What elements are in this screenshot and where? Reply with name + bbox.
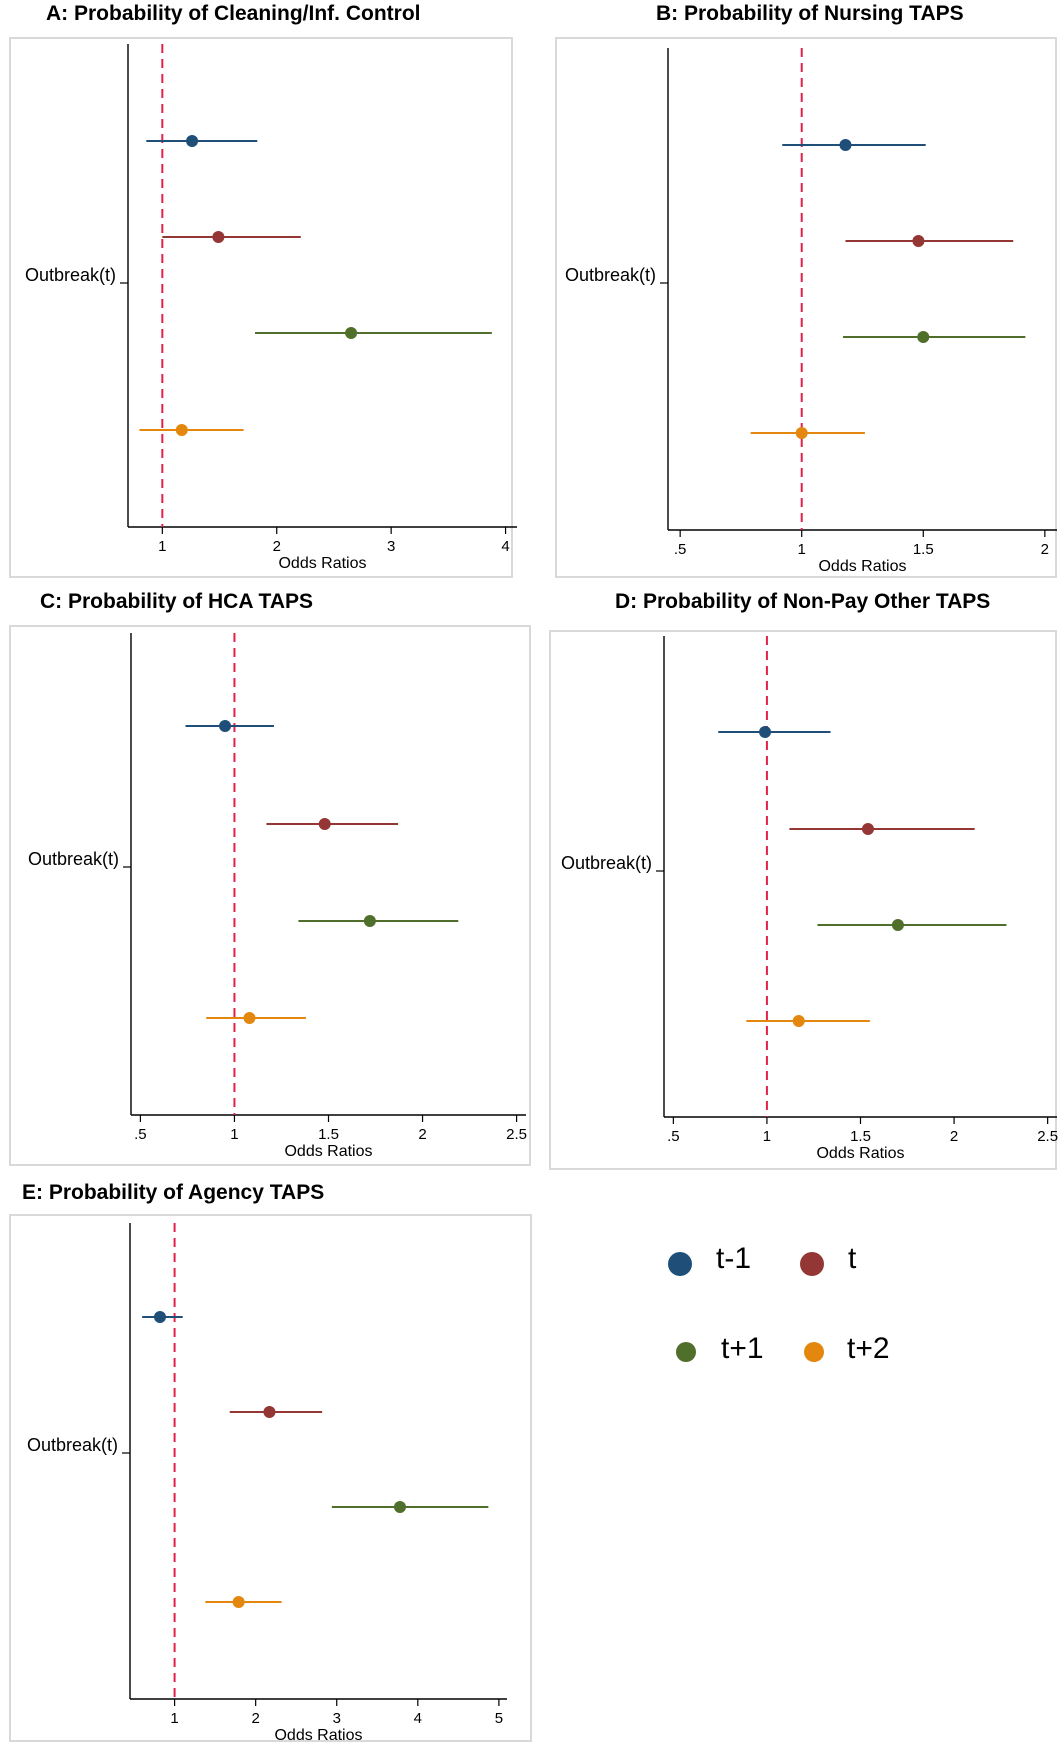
point-estimate-t bbox=[318, 818, 331, 830]
panel-c-title: C: Probability of HCA TAPS bbox=[40, 590, 313, 613]
panel-d-frame bbox=[549, 630, 1057, 1170]
panel-a-title: A: Probability of Cleaning/Inf. Control bbox=[46, 2, 421, 25]
point-estimate-t-1 bbox=[153, 1311, 166, 1323]
legend-label-t: t bbox=[848, 1242, 857, 1275]
x-tick-label: 1 bbox=[798, 541, 806, 558]
x-axis-title: Odds Ratios bbox=[284, 1143, 372, 1160]
point-estimate-t+1 bbox=[917, 331, 930, 343]
y-tick-label: Outbreak(t) bbox=[565, 265, 656, 285]
x-axis-title: Odds Ratios bbox=[274, 1727, 362, 1742]
y-tick-label: Outbreak(t) bbox=[25, 265, 116, 285]
point-estimate-t bbox=[861, 823, 874, 835]
x-tick-label: 2.5 bbox=[1037, 1128, 1058, 1145]
panel-b-plot: Outbreak(t) .5 1 1.5 2 Odds Ratios bbox=[565, 48, 1057, 575]
legend-marker-t+1 bbox=[676, 1342, 696, 1362]
point-estimate-t-1 bbox=[759, 726, 772, 738]
panel-c-plot: Outbreak(t) .5 1 1.5 2 2.5 Odds Ratios bbox=[28, 633, 527, 1160]
panel-a-frame bbox=[9, 37, 513, 578]
x-tick-label: 2 bbox=[251, 1710, 259, 1727]
panel-e-frame bbox=[9, 1214, 532, 1742]
x-tick-label: 1 bbox=[170, 1710, 178, 1727]
panel-e-title: E: Probability of Agency TAPS bbox=[22, 1181, 325, 1204]
x-tick-label: 5 bbox=[495, 1710, 503, 1727]
x-tick-label: 3 bbox=[333, 1710, 341, 1727]
legend-marker-t-1 bbox=[668, 1252, 692, 1276]
legend-label-t+1: t+1 bbox=[721, 1332, 764, 1365]
panel-a-plot: Outbreak(t) 1 2 3 4 Odds Ratios bbox=[25, 44, 517, 572]
point-estimate-t-1 bbox=[839, 139, 852, 151]
point-estimate-t bbox=[912, 235, 925, 247]
point-estimate-t+2 bbox=[175, 424, 188, 436]
point-estimate-t+2 bbox=[243, 1012, 256, 1024]
x-tick-label: .5 bbox=[674, 541, 687, 558]
x-axis-title: Odds Ratios bbox=[818, 558, 906, 575]
panel-b-title: B: Probability of Nursing TAPS bbox=[656, 2, 964, 25]
x-tick-label: .5 bbox=[134, 1126, 147, 1143]
point-estimate-t-1 bbox=[219, 720, 232, 732]
x-axis-title: Odds Ratios bbox=[278, 555, 366, 572]
x-axis-title: Odds Ratios bbox=[816, 1145, 904, 1162]
panel-d-title: D: Probability of Non-Pay Other TAPS bbox=[615, 590, 991, 613]
x-tick-label: 2 bbox=[950, 1128, 958, 1145]
point-estimate-t+2 bbox=[792, 1015, 805, 1027]
point-estimate-t bbox=[212, 231, 225, 243]
y-tick-label: Outbreak(t) bbox=[28, 849, 119, 869]
x-tick-label: 3 bbox=[387, 538, 395, 555]
point-estimate-t+1 bbox=[891, 919, 904, 931]
panel-d-plot: Outbreak(t) .5 1 1.5 2 2.5 Odds Ratios bbox=[561, 636, 1058, 1162]
legend-marker-t bbox=[800, 1252, 824, 1276]
point-estimate-t bbox=[263, 1406, 276, 1418]
panel-e-plot: Outbreak(t) 1 2 3 4 5 Odds Ratios bbox=[27, 1223, 507, 1742]
x-tick-label: 1 bbox=[230, 1126, 238, 1143]
x-tick-label: 2.5 bbox=[506, 1126, 527, 1143]
point-estimate-t+1 bbox=[345, 327, 358, 339]
y-tick-label: Outbreak(t) bbox=[561, 853, 652, 873]
x-tick-label: 1.5 bbox=[850, 1128, 871, 1145]
point-estimate-t-1 bbox=[186, 135, 199, 147]
legend-marker-t+2 bbox=[804, 1342, 824, 1362]
x-tick-label: 1 bbox=[158, 538, 166, 555]
x-tick-label: 4 bbox=[414, 1710, 422, 1727]
point-estimate-t+2 bbox=[232, 1596, 245, 1608]
point-estimate-t+2 bbox=[795, 427, 808, 439]
x-tick-label: 4 bbox=[501, 538, 509, 555]
x-tick-label: 1 bbox=[763, 1128, 771, 1145]
x-tick-label: 2 bbox=[273, 538, 281, 555]
panel-c-frame bbox=[9, 625, 531, 1166]
legend-label-t+2: t+2 bbox=[847, 1332, 890, 1365]
x-tick-label: 1.5 bbox=[318, 1126, 339, 1143]
x-tick-label: 1.5 bbox=[913, 541, 934, 558]
point-estimate-t+1 bbox=[393, 1501, 406, 1513]
legend-label-t-1: t-1 bbox=[716, 1242, 752, 1275]
x-tick-label: 2 bbox=[418, 1126, 426, 1143]
panel-b-frame bbox=[555, 37, 1057, 578]
point-estimate-t+1 bbox=[363, 915, 376, 927]
x-tick-label: 2 bbox=[1041, 541, 1049, 558]
x-tick-label: .5 bbox=[667, 1128, 680, 1145]
y-tick-label: Outbreak(t) bbox=[27, 1435, 118, 1455]
